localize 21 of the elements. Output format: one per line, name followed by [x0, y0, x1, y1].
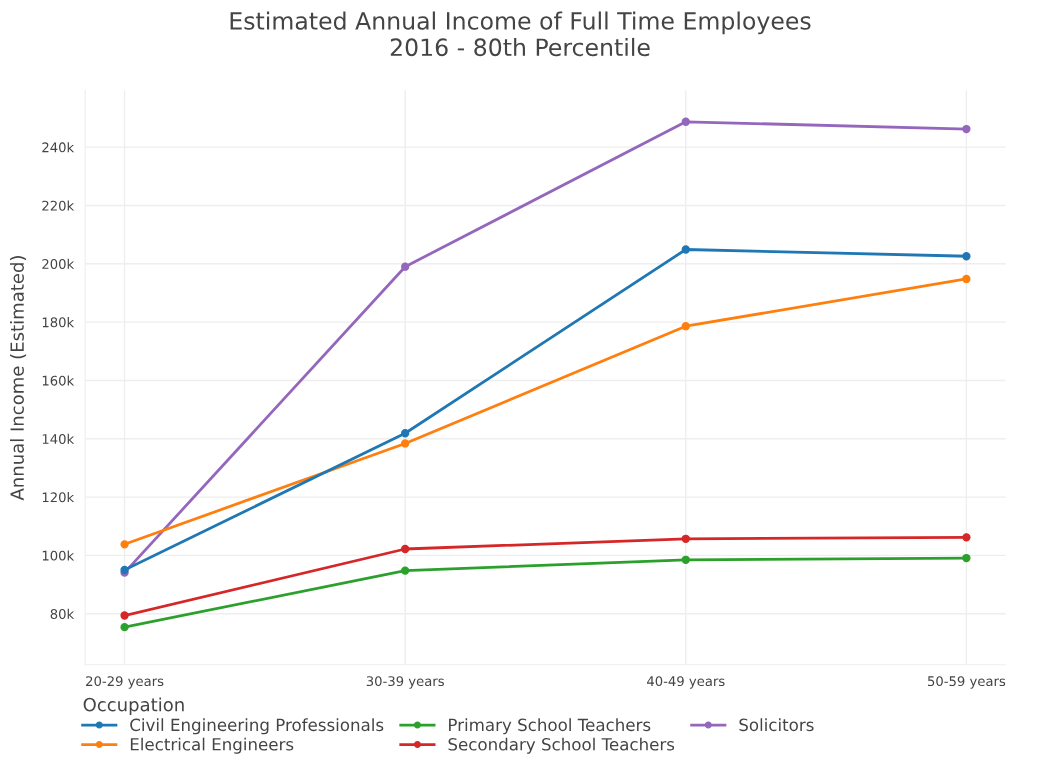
x-tick-label: 30-39 years [366, 676, 444, 689]
y-tick-label: 80k [50, 608, 75, 619]
legend-label: Solicitors [739, 718, 814, 732]
x-tick-label: 50-59 years [927, 676, 1006, 689]
y-tick-label: 240k [42, 142, 75, 153]
x-tick-label: 40-49 years [647, 676, 725, 689]
y-tick-label: 180k [42, 317, 75, 328]
legend-label: Primary School Teachers [449, 718, 651, 735]
y-tick-label: 120k [42, 492, 75, 503]
chart-title: Estimated Annual Income of Full Time Employees 2016 - 80th Percentile [230, 11, 811, 57]
y-axis-title: Annual Income (Estimated) [9, 256, 27, 501]
y-tick-label: 160k [42, 375, 75, 386]
y-tick-label: 200k [42, 258, 75, 269]
legend-label: Electrical Engineers [130, 737, 294, 754]
y-tick-label: 100k [42, 550, 75, 561]
legend-label: Secondary School Teachers [448, 737, 675, 754]
legend-title: Occupation [83, 697, 184, 715]
y-tick-label: 140k [42, 433, 75, 444]
x-tick-label: 20-29 years [86, 676, 164, 689]
legend-label: Civil Engineering Professionals [130, 718, 384, 735]
y-tick-label: 220k [42, 200, 75, 211]
